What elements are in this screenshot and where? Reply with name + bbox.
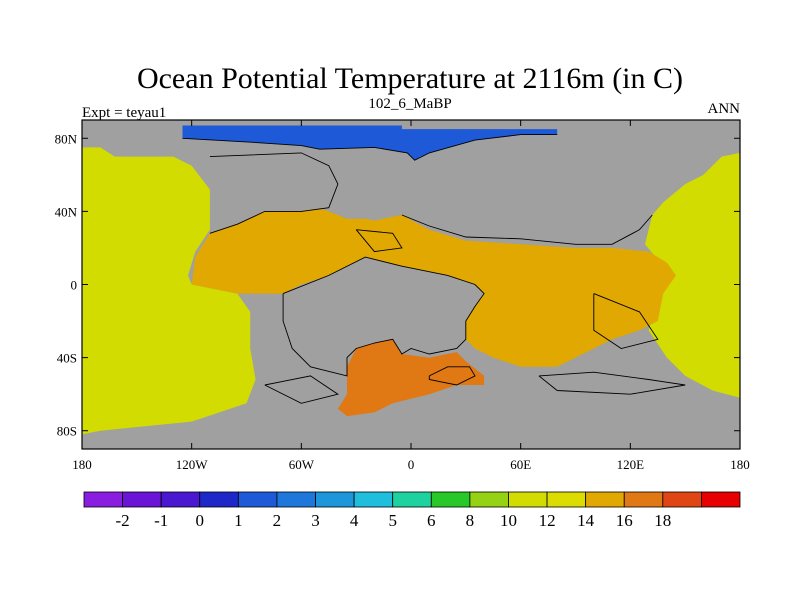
- colorbar-label: 5: [388, 511, 397, 530]
- colorbar-label: 16: [616, 511, 633, 530]
- colorbar-box: [276, 491, 316, 508]
- colorbar-label: -2: [116, 511, 130, 530]
- y-tick-label: 80S: [57, 424, 77, 439]
- colorbar: -2 -1 0 1 2 3 4 5 6 8 10 12 14 16 18: [83, 491, 741, 530]
- colorbar-box: [585, 491, 625, 508]
- y-tick-label: 0: [71, 278, 78, 293]
- colorbar-label: -1: [154, 511, 168, 530]
- colorbar-box: [508, 491, 548, 508]
- colorbar-box: [662, 491, 702, 508]
- region-arctic-ocean: [182, 125, 558, 161]
- x-tick-label: 60E: [510, 457, 531, 472]
- colorbar-box: [353, 491, 394, 508]
- colorbar-box: [199, 491, 239, 508]
- region-tethys-central: [191, 202, 676, 367]
- colorbar-box: [623, 491, 664, 508]
- map-plot: 180 120W 60W 0 60E 120E 180 80N 40N 0 40S 80S: [55, 119, 750, 472]
- x-tick-label: 60W: [289, 457, 315, 472]
- colorbar-label: 6: [427, 511, 436, 530]
- x-tick-label: 120E: [617, 457, 645, 472]
- colorbar-box: [315, 491, 355, 508]
- chart-title: Ocean Potential Temperature at 2116m (in…: [137, 62, 683, 95]
- colorbar-box: [122, 491, 162, 508]
- colorbar-box: [83, 491, 123, 508]
- colorbar-label: 1: [234, 511, 243, 530]
- colorbar-label: 12: [539, 511, 556, 530]
- coastline-outline: [209, 152, 339, 234]
- colorbar-label: 10: [500, 511, 517, 530]
- region-pacific-east: [82, 147, 256, 435]
- region-land-north-america: [209, 152, 338, 234]
- colorbar-label: 2: [273, 511, 282, 530]
- colorbar-label: 14: [577, 511, 595, 530]
- colorbar-box: [160, 491, 201, 508]
- colorbar-box: [430, 491, 471, 508]
- region-land-antarctica: [82, 386, 740, 449]
- colorbar-label: 8: [466, 511, 475, 530]
- y-tick-label: 40N: [55, 204, 78, 219]
- y-tick-label: 40S: [57, 351, 77, 366]
- colorbar-label: 18: [654, 511, 671, 530]
- colorbar-box: [546, 491, 587, 508]
- colorbar-label: 3: [311, 511, 320, 530]
- subtitle-center: 102_6_MaBP: [368, 96, 451, 112]
- region-southern-atlantic: [337, 324, 485, 417]
- colorbar-label: 4: [350, 511, 359, 530]
- coastline-outline: [264, 375, 339, 404]
- subtitle-left: Expt = teyau1: [82, 105, 166, 121]
- region-land-eurasia: [392, 141, 704, 245]
- y-tick-label: 80N: [55, 131, 78, 146]
- coastline-outline: [428, 366, 476, 386]
- region-pacific-west: [645, 152, 740, 398]
- coastline-outline: [401, 214, 653, 245]
- x-tick-label: 120W: [176, 457, 209, 472]
- coastline-outline: [538, 371, 686, 395]
- region-land-africa-south-america: [283, 257, 485, 376]
- axis-ticks: 180 120W 60W 0 60E 120E 180 80N 40N 0 40S 80S: [55, 120, 750, 472]
- x-tick-label: 0: [408, 457, 415, 472]
- coastline-outline: [593, 293, 659, 349]
- x-tick-label: 180: [730, 457, 750, 472]
- colorbar-box: [701, 491, 741, 508]
- temperature-regions: [82, 125, 740, 449]
- coastline-outline: [182, 134, 558, 161]
- colorbar-box: [469, 491, 509, 508]
- coastline-outline: [282, 256, 485, 377]
- colorbar-box: [237, 491, 278, 508]
- coastline-outlines: [182, 134, 686, 404]
- x-tick-label: 180: [72, 457, 92, 472]
- coastline-outline: [355, 229, 403, 253]
- subtitle-right: ANN: [708, 101, 741, 117]
- colorbar-box: [392, 491, 432, 508]
- colorbar-label: 0: [196, 511, 205, 530]
